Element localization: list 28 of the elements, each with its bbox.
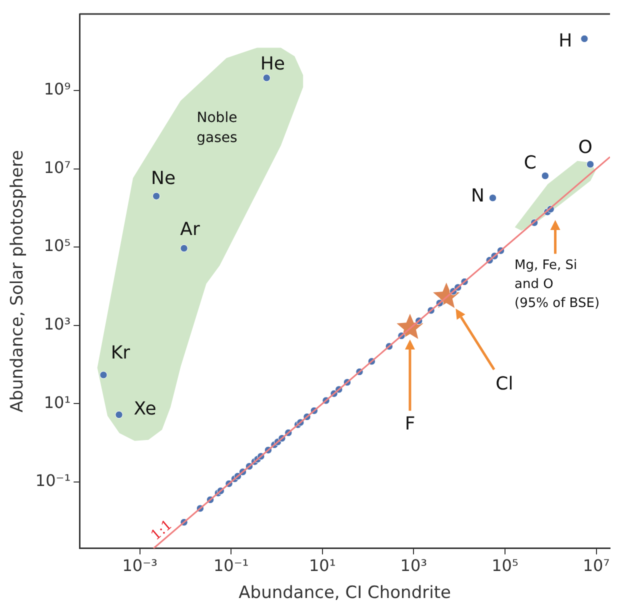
annotation: Xe	[134, 398, 156, 420]
annotation: H	[558, 30, 572, 52]
x-tick-label: 10¹	[309, 556, 336, 576]
annotation: F	[404, 414, 416, 435]
text: 1:1	[148, 516, 176, 544]
y-tick-label: 10⁹	[44, 80, 71, 99]
y-tick-label: 10⁵	[44, 236, 71, 256]
x-axis-title: Abundance, CI Chondrite	[238, 583, 451, 604]
annotation: O	[578, 136, 592, 158]
x-tick-label: 10⁻¹	[213, 556, 249, 576]
annotation: Mg, Fe, Si and O (95% of BSE)	[514, 258, 600, 311]
x-tick-label: 10³	[400, 556, 428, 576]
annotation: N	[471, 186, 484, 207]
y-tick-label: 10⁷	[44, 158, 71, 177]
y-tick-label: 10¹	[44, 392, 71, 412]
annotation: Ar	[180, 218, 200, 240]
x-tick-label: 10⁷	[582, 556, 610, 576]
x-tick-label: 10⁻³	[122, 556, 158, 576]
annotation: C	[524, 152, 536, 174]
x-tick-label: 10⁵	[492, 556, 518, 576]
annotation: Ne	[151, 168, 176, 189]
annotation: Kr	[110, 342, 131, 364]
y-tick-label: 10⁻¹	[35, 471, 71, 490]
y-tick-label: 10³	[44, 314, 71, 334]
annotation: Cl	[496, 374, 514, 395]
annotation: Noble gases	[196, 110, 238, 146]
y-axis-title: Abundance, Solar photosphere	[8, 150, 28, 412]
annotation: He	[260, 54, 285, 75]
